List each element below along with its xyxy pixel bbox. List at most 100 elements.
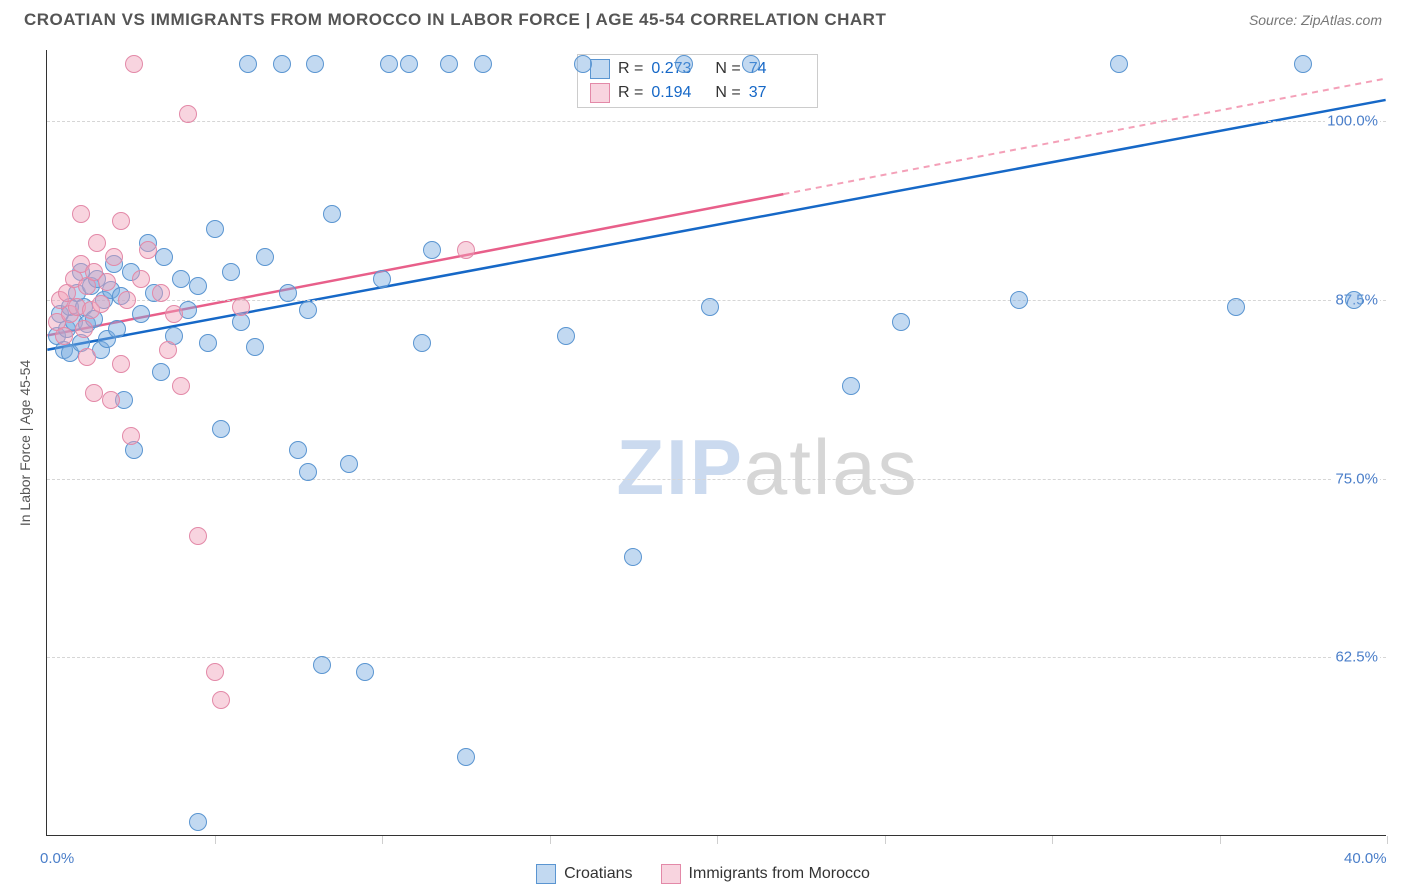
scatter-point-croatians (701, 298, 719, 316)
n-label: N = (715, 84, 740, 102)
scatter-point-morocco (212, 691, 230, 709)
scatter-point-croatians (675, 55, 693, 73)
watermark-zip: ZIP (617, 423, 744, 511)
trend-lines-layer (47, 50, 1386, 835)
x-tick (550, 836, 551, 844)
scatter-point-croatians (222, 263, 240, 281)
x-tick (717, 836, 718, 844)
scatter-point-morocco (232, 298, 250, 316)
x-tick (1220, 836, 1221, 844)
scatter-point-morocco (102, 391, 120, 409)
scatter-point-morocco (85, 384, 103, 402)
scatter-point-croatians (189, 813, 207, 831)
scatter-point-morocco (112, 355, 130, 373)
scatter-point-morocco (165, 305, 183, 323)
y-tick-label: 100.0% (1325, 113, 1380, 130)
scatter-point-croatians (299, 301, 317, 319)
scatter-point-croatians (400, 55, 418, 73)
scatter-point-croatians (1345, 291, 1363, 309)
scatter-point-croatians (212, 420, 230, 438)
scatter-point-croatians (742, 55, 760, 73)
n-label: N = (715, 60, 740, 78)
scatter-point-croatians (892, 313, 910, 331)
scatter-point-croatians (1227, 298, 1245, 316)
scatter-point-croatians (289, 441, 307, 459)
scatter-point-croatians (313, 656, 331, 674)
scatter-point-morocco (132, 270, 150, 288)
scatter-point-croatians (189, 277, 207, 295)
legend-bottom: Croatians Immigrants from Morocco (0, 864, 1406, 884)
y-axis-label: In Labor Force | Age 45-54 (17, 360, 33, 526)
scatter-point-croatians (1294, 55, 1312, 73)
scatter-point-croatians (199, 334, 217, 352)
scatter-point-morocco (92, 295, 110, 313)
scatter-point-croatians (440, 55, 458, 73)
scatter-point-croatians (155, 248, 173, 266)
scatter-point-croatians (380, 55, 398, 73)
scatter-point-morocco (139, 241, 157, 259)
scatter-point-croatians (474, 55, 492, 73)
scatter-point-morocco (112, 212, 130, 230)
scatter-point-croatians (413, 334, 431, 352)
legend-label-morocco: Immigrants from Morocco (689, 865, 870, 883)
scatter-point-morocco (206, 663, 224, 681)
legend-item-croatians: Croatians (536, 864, 632, 884)
scatter-point-croatians (574, 55, 592, 73)
scatter-point-croatians (340, 455, 358, 473)
x-tick (1052, 836, 1053, 844)
x-tick-label: 40.0% (1344, 850, 1387, 867)
scatter-point-morocco (122, 427, 140, 445)
scatter-point-croatians (152, 363, 170, 381)
watermark: ZIPatlas (617, 422, 919, 513)
scatter-point-croatians (1010, 291, 1028, 309)
scatter-point-morocco (457, 241, 475, 259)
scatter-point-croatians (356, 663, 374, 681)
scatter-point-morocco (55, 327, 73, 345)
scatter-point-croatians (373, 270, 391, 288)
scatter-point-croatians (239, 55, 257, 73)
scatter-point-croatians (1110, 55, 1128, 73)
watermark-atlas: atlas (744, 423, 919, 511)
trend-line-dashed-morocco (783, 79, 1385, 195)
scatter-point-croatians (279, 284, 297, 302)
scatter-point-croatians (108, 320, 126, 338)
legend-stat-row-croatians: R =0.273N =74 (578, 57, 817, 81)
n-value-morocco: 37 (749, 84, 805, 102)
grid-line-h (47, 657, 1386, 658)
scatter-point-croatians (132, 305, 150, 323)
scatter-point-croatians (246, 338, 264, 356)
legend-stats-box: R =0.273N =74R = 0.194 N = 37 (577, 54, 818, 108)
chart-title: CROATIAN VS IMMIGRANTS FROM MOROCCO IN L… (24, 10, 886, 30)
scatter-point-morocco (72, 205, 90, 223)
chart-header: CROATIAN VS IMMIGRANTS FROM MOROCCO IN L… (0, 0, 1406, 42)
grid-line-h (47, 479, 1386, 480)
scatter-point-croatians (842, 377, 860, 395)
scatter-point-croatians (306, 55, 324, 73)
scatter-point-morocco (75, 320, 93, 338)
scatter-point-croatians (273, 55, 291, 73)
legend-swatch-morocco (590, 83, 610, 103)
legend-item-morocco: Immigrants from Morocco (661, 864, 870, 884)
scatter-point-croatians (457, 748, 475, 766)
scatter-point-morocco (98, 273, 116, 291)
scatter-point-morocco (118, 291, 136, 309)
scatter-point-morocco (88, 234, 106, 252)
chart-plot-area: ZIPatlas R =0.273N =74R =0.194N =37 62.5… (46, 50, 1386, 836)
legend-label-croatians: Croatians (564, 865, 632, 883)
scatter-point-croatians (423, 241, 441, 259)
r-label: R = (618, 60, 643, 78)
grid-line-h (47, 121, 1386, 122)
legend-swatch-croatians (590, 59, 610, 79)
r-value-morocco: 0.194 (651, 84, 707, 102)
x-tick (382, 836, 383, 844)
y-axis-label-container: In Labor Force | Age 45-54 (14, 50, 36, 836)
legend-swatch-morocco (661, 864, 681, 884)
scatter-point-croatians (256, 248, 274, 266)
x-tick (1387, 836, 1388, 844)
legend-stat-row-morocco: R =0.194N =37 (578, 81, 817, 105)
scatter-point-croatians (323, 205, 341, 223)
legend-swatch-croatians (536, 864, 556, 884)
scatter-point-croatians (624, 548, 642, 566)
trend-line-morocco (47, 194, 783, 335)
scatter-point-morocco (105, 248, 123, 266)
